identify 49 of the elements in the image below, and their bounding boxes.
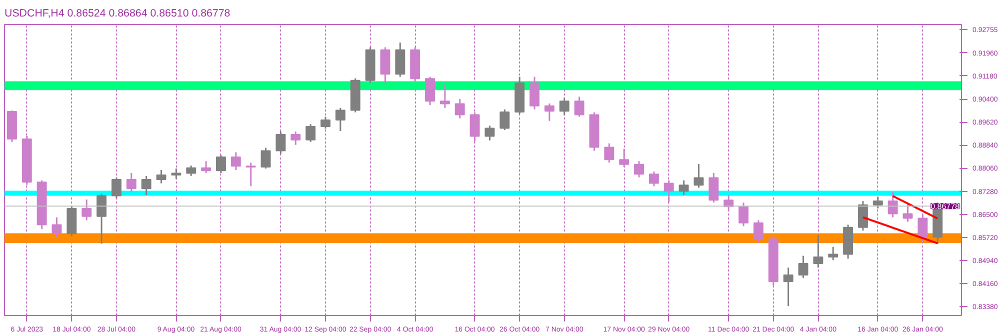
candlestick xyxy=(738,202,749,227)
candlestick xyxy=(530,76,540,110)
candlestick xyxy=(201,160,212,174)
candlestick xyxy=(872,196,883,210)
candlestick xyxy=(141,175,152,196)
candlestick xyxy=(425,76,435,106)
candlestick xyxy=(111,176,122,199)
candlestick xyxy=(156,169,166,184)
candlestick xyxy=(246,162,256,188)
candlestick xyxy=(783,266,794,307)
candlestick xyxy=(335,107,346,132)
candlestick xyxy=(52,216,62,239)
candlestick xyxy=(484,124,495,142)
candlestick xyxy=(544,102,554,122)
candlestick xyxy=(678,180,689,196)
candlestick xyxy=(559,96,570,116)
candlestick xyxy=(82,198,92,222)
candlestick xyxy=(604,142,614,164)
candlestick xyxy=(888,191,898,218)
candlestick xyxy=(230,152,241,171)
candlestick xyxy=(216,154,226,174)
candlestick xyxy=(918,214,928,244)
ref-line-label: 0.86778 xyxy=(930,202,960,212)
candlestick xyxy=(440,83,450,109)
candlestick xyxy=(186,164,196,177)
candlestick xyxy=(798,255,808,279)
candlestick xyxy=(276,130,286,154)
candlestick xyxy=(708,172,719,204)
candlestick xyxy=(753,220,764,244)
candlestick xyxy=(171,168,182,180)
candlestick xyxy=(500,108,510,131)
candlestick xyxy=(664,180,674,203)
candlestick xyxy=(828,246,838,261)
candlestick xyxy=(260,147,271,170)
candlestick xyxy=(648,170,659,188)
candlestick xyxy=(320,116,330,130)
candlestick xyxy=(470,112,480,142)
candlestick xyxy=(813,234,824,268)
candlestick xyxy=(619,148,630,168)
candlestick xyxy=(290,130,301,146)
candlestick xyxy=(96,192,107,244)
candlestick xyxy=(306,123,316,143)
candlestick xyxy=(126,172,136,193)
candlestick xyxy=(858,200,868,232)
chart-title: USDCHF,H4 0.86524 0.86864 0.86510 0.86778 xyxy=(4,8,230,20)
candlestick xyxy=(574,96,584,118)
candlestick xyxy=(634,160,644,178)
candlestick xyxy=(454,98,465,119)
candlestick xyxy=(694,163,704,188)
